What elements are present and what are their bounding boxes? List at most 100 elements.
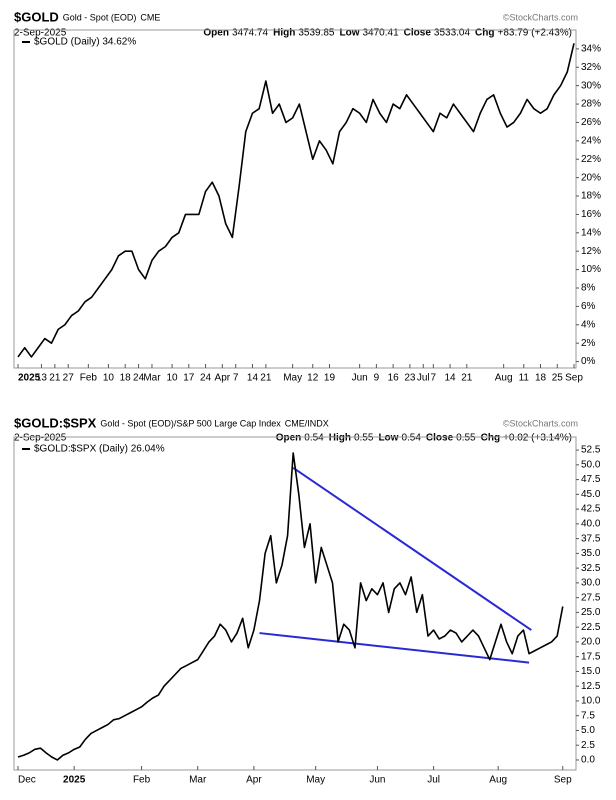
x-tick-label: 7 (233, 373, 239, 384)
x-tick-label: 2025 (63, 775, 86, 786)
header-exchange: CME (140, 12, 160, 22)
x-tick-label: Sep (554, 775, 572, 786)
plot-frame (13, 436, 577, 771)
ohlc-value: 0.54 (304, 433, 324, 444)
y-tick-label: 10% (581, 264, 601, 275)
y-tick-label: 20.0 (581, 637, 601, 648)
x-tick-label: 27 (63, 373, 75, 384)
y-tick-label: 12% (581, 246, 601, 257)
y-tick-label: 2.5 (581, 740, 595, 751)
ohlc-row: Open 0.54 High 0.55 Low 0.54 Close 0.55 Chg +0.02… (276, 433, 572, 444)
x-tick-label: May (283, 373, 302, 384)
y-tick-label: 37.5 (581, 533, 601, 544)
ohlc-label: Chg (481, 433, 500, 444)
y-tick-label: 22% (581, 154, 601, 165)
y-tick-label: 15.0 (581, 666, 601, 677)
ohlc-value: 0.54 (401, 433, 421, 444)
header-name: Gold - Spot (EOD) (63, 12, 137, 22)
ohlc-label: Chg (475, 28, 494, 39)
x-tick-label: 23 (404, 373, 416, 384)
chart-panel: $GOLD:$SPX Gold - Spot (EOD)/S&P 500 Larg… (13, 415, 601, 786)
x-tick-label: Jul (427, 775, 440, 786)
ohlc-label: Open (276, 433, 302, 444)
y-tick-label: 22.5 (581, 622, 601, 633)
ohlc-value: 3470.41 (363, 28, 400, 39)
y-tick-label: 26% (581, 117, 601, 128)
source: ©StockCharts.com (503, 12, 578, 22)
x-tick-label: Apr (246, 775, 262, 786)
header-date: 2-Sep-2025 (14, 433, 67, 444)
x-tick-label: 9 (374, 373, 380, 384)
ohlc-value: 3474.74 (232, 28, 269, 39)
ohlc-value: +0.02 (+3.14%) (503, 433, 572, 444)
plot-frame (13, 29, 577, 369)
x-tick-label: Aug (495, 373, 513, 384)
y-tick-label: 17.5 (581, 651, 601, 662)
y-tick-label: 45.0 (581, 489, 601, 500)
x-tick-label: Dec (18, 775, 36, 786)
y-tick-label: 0% (581, 356, 596, 367)
x-tick-label: 17 (183, 373, 195, 384)
x-tick-label: Jun (369, 775, 385, 786)
y-tick-label: 24% (581, 135, 601, 146)
x-tick-label: 7 (431, 373, 437, 384)
x-tick-label: 25 (552, 373, 564, 384)
x-tick-label: 10 (167, 373, 179, 384)
ohlc-value: 0.55 (354, 433, 374, 444)
x-tick-label: 24 (200, 373, 212, 384)
x-tick-label: 19 (324, 373, 336, 384)
header-date: 2-Sep-2025 (14, 28, 67, 39)
y-tick-label: 14% (581, 227, 601, 238)
header-title: $GOLD Gold - Spot (EOD) CME (14, 9, 160, 24)
header-exchange: CME/INDX (285, 418, 329, 428)
x-tick-label: 21 (49, 373, 61, 384)
y-tick-label: 12.5 (581, 681, 601, 692)
y-tick-label: 25.0 (581, 607, 601, 618)
y-tick-label: 42.5 (581, 504, 601, 515)
x-tick-label: 12 (307, 373, 319, 384)
y-tick-label: 0.0 (581, 755, 595, 766)
header-name: Gold - Spot (EOD)/S&P 500 Large Cap Inde… (100, 418, 281, 428)
legend-label: $GOLD (Daily) 34.62% (34, 37, 136, 48)
x-tick-label: Mar (189, 775, 207, 786)
ohlc-label: High (273, 28, 295, 39)
ohlc-value: 3539.85 (298, 28, 335, 39)
source: ©StockCharts.com (503, 418, 578, 428)
trendline (292, 466, 532, 631)
y-tick-label: 5.0 (581, 725, 595, 736)
header-symbol: $GOLD (14, 9, 59, 24)
y-tick-label: 7.5 (581, 710, 595, 721)
ohlc-value: 3533.04 (434, 28, 471, 39)
ohlc-label: Close (404, 28, 432, 39)
x-tick-label: Sep (565, 373, 583, 384)
x-tick-label: May (306, 775, 325, 786)
ohlc-label: Low (340, 28, 360, 39)
chart-panel: $GOLD Gold - Spot (EOD) CME ©StockCharts.co… (13, 9, 601, 384)
x-tick-label: 10 (103, 373, 115, 384)
x-tick-label: Apr (215, 373, 231, 384)
x-tick-label: 14 (445, 373, 457, 384)
x-tick-label: Feb (133, 775, 151, 786)
trendline (259, 632, 530, 664)
y-tick-label: 47.5 (581, 474, 601, 485)
y-tick-label: 8% (581, 283, 596, 294)
ohlc-label: Low (378, 433, 398, 444)
ohlc-value: 0.55 (456, 433, 476, 444)
y-tick-label: 18% (581, 191, 601, 202)
y-tick-label: 34% (581, 44, 601, 55)
price-line (17, 43, 575, 358)
x-tick-label: 18 (120, 373, 132, 384)
y-tick-label: 35.0 (581, 548, 601, 559)
x-tick-label: 21 (260, 373, 272, 384)
y-tick-label: 30% (581, 80, 601, 91)
ohlc-label: Open (203, 28, 229, 39)
y-tick-label: 4% (581, 319, 596, 330)
ohlc-label: High (329, 433, 351, 444)
y-tick-label: 32.5 (581, 563, 601, 574)
ohlc-value: +83.79 (+2.43%) (498, 28, 573, 39)
x-tick-label: 14 (247, 373, 259, 384)
ohlc-label: Close (426, 433, 454, 444)
y-tick-label: 10.0 (581, 696, 601, 707)
